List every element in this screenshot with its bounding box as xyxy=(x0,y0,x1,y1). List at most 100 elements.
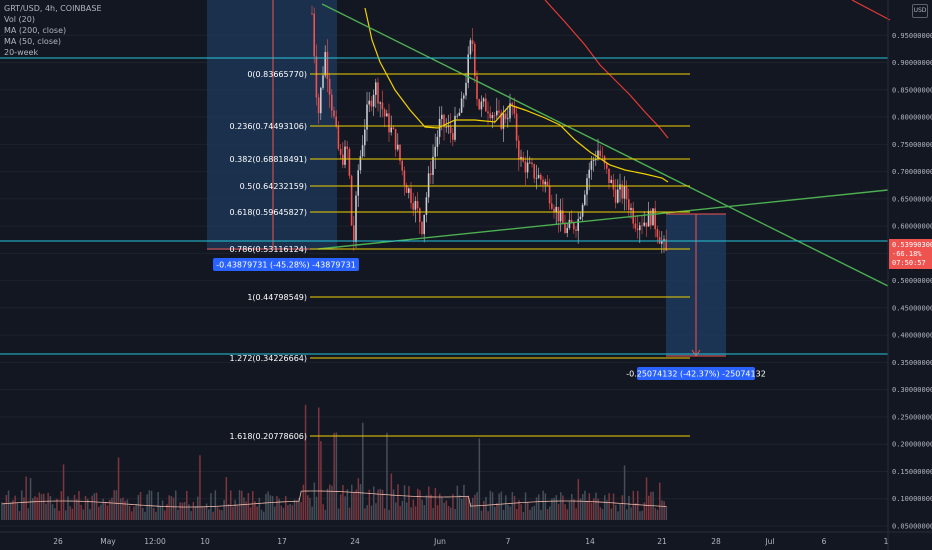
candle-body xyxy=(320,87,322,114)
volume-bar xyxy=(122,497,124,520)
candle-body xyxy=(553,208,555,213)
volume-bar xyxy=(192,502,195,520)
volume-bar xyxy=(205,503,208,520)
volume-bar xyxy=(553,497,555,520)
candle-body xyxy=(579,216,582,220)
volume-bar xyxy=(333,432,335,520)
candle-body xyxy=(592,160,595,161)
volume-bar xyxy=(643,502,646,520)
candle-body xyxy=(419,208,421,222)
candle-body xyxy=(339,148,342,155)
descending-trendline xyxy=(321,3,889,287)
price-tick-label: 0.05000000 xyxy=(892,523,932,531)
volume-bar xyxy=(166,504,168,520)
volume-bar xyxy=(368,489,371,520)
legend-symbol[interactable]: GRT/USD, 4h, COINBASE xyxy=(4,4,102,13)
legend-ma200[interactable]: MA (200, close) xyxy=(4,26,67,35)
volume-bar xyxy=(188,504,190,520)
volume-bar xyxy=(95,492,98,520)
volume-bar xyxy=(397,484,399,520)
volume-bar xyxy=(434,487,437,520)
candle-body xyxy=(652,208,654,226)
price-tick-label: 0.50000000 xyxy=(892,277,932,285)
candle-body xyxy=(496,110,498,116)
candle-body xyxy=(504,113,507,120)
candle-body xyxy=(430,173,432,175)
volume-bar xyxy=(639,511,641,520)
candle-body xyxy=(599,150,601,156)
volume-bar xyxy=(49,496,52,520)
candle-body xyxy=(386,113,388,117)
volume-bar xyxy=(659,482,661,520)
candle-body xyxy=(394,129,397,150)
candle-body xyxy=(511,103,513,106)
candle-body xyxy=(643,222,645,226)
volume-bar xyxy=(179,502,181,520)
legend-week[interactable]: 20-week xyxy=(4,48,39,57)
candle-body xyxy=(399,144,401,161)
volume-bar xyxy=(623,465,626,520)
candle-body xyxy=(557,206,560,222)
candle-body xyxy=(344,146,346,165)
time-tick-label: 14 xyxy=(585,537,595,546)
candle-body xyxy=(487,111,489,114)
legend-ma50[interactable]: MA (50, close) xyxy=(4,37,62,46)
volume-bar xyxy=(516,509,518,520)
candle-body xyxy=(315,56,318,98)
volume-bar xyxy=(267,491,269,520)
time-tick-label: Jun xyxy=(433,537,446,546)
volume-bar xyxy=(500,491,503,520)
price-axis[interactable]: 0.95000000 0.90000000 0.85000000 0.80000000… xyxy=(887,0,932,550)
volume-bar xyxy=(454,508,456,520)
volume-bar xyxy=(606,500,608,520)
volume-bar xyxy=(540,509,542,520)
candle-body xyxy=(665,239,667,251)
price-tick-label: 0.10000000 xyxy=(892,495,932,503)
fib-retracement[interactable]: 0(0.83665770) 0.236(0.74493106) 0.382(0.68… xyxy=(230,70,691,441)
fib-level-label: 0.618(0.59645827) xyxy=(230,208,308,217)
volume-bar xyxy=(241,490,243,520)
candle-body xyxy=(397,144,399,150)
candle-body xyxy=(577,219,579,231)
price-tag-line: 0.53990300 xyxy=(892,241,932,249)
volume-bar xyxy=(124,500,126,520)
volume-bar xyxy=(443,502,445,520)
time-tick-label: 21 xyxy=(657,537,667,546)
candle-body xyxy=(469,40,472,55)
volume-bar xyxy=(25,476,27,520)
volume-bar xyxy=(258,497,261,520)
volume-bar xyxy=(212,511,214,520)
volume-bar xyxy=(560,492,562,520)
volume-bar xyxy=(133,506,135,520)
candle-body xyxy=(645,222,648,227)
volume-bar xyxy=(93,493,96,520)
currency-badge[interactable]: USD xyxy=(912,4,928,18)
volume-bar xyxy=(87,498,89,520)
time-tick-label: 26 xyxy=(53,537,63,546)
fib-level-label: 0.236(0.74493106) xyxy=(230,122,308,131)
candle-body xyxy=(383,109,386,117)
candle-body xyxy=(311,13,313,15)
candle-body xyxy=(498,110,500,113)
volume-bar xyxy=(474,494,476,520)
time-axis[interactable]: 26 May 12:00 10 17 24 Jun 7 14 21 28 Jul 6 1 xyxy=(0,531,932,546)
candle-body xyxy=(333,110,335,117)
volume-bar xyxy=(410,507,412,520)
candle-body xyxy=(570,219,573,224)
measure-arrowhead-2 xyxy=(691,349,701,357)
candle-body xyxy=(537,174,540,179)
candle-body xyxy=(335,116,337,126)
volume-bar xyxy=(10,502,12,520)
volume-bar xyxy=(362,422,364,520)
time-tick-label: 10 xyxy=(200,537,210,546)
candle-body xyxy=(520,156,522,160)
candle-body xyxy=(425,197,428,215)
volume-bar xyxy=(84,495,87,520)
volume-bar xyxy=(379,488,382,520)
volume-bar xyxy=(498,493,500,520)
candle-body xyxy=(542,179,544,185)
legend-volume[interactable]: Vol (20) xyxy=(4,15,35,24)
volume-bar xyxy=(645,477,648,520)
volume-bar xyxy=(403,485,406,520)
